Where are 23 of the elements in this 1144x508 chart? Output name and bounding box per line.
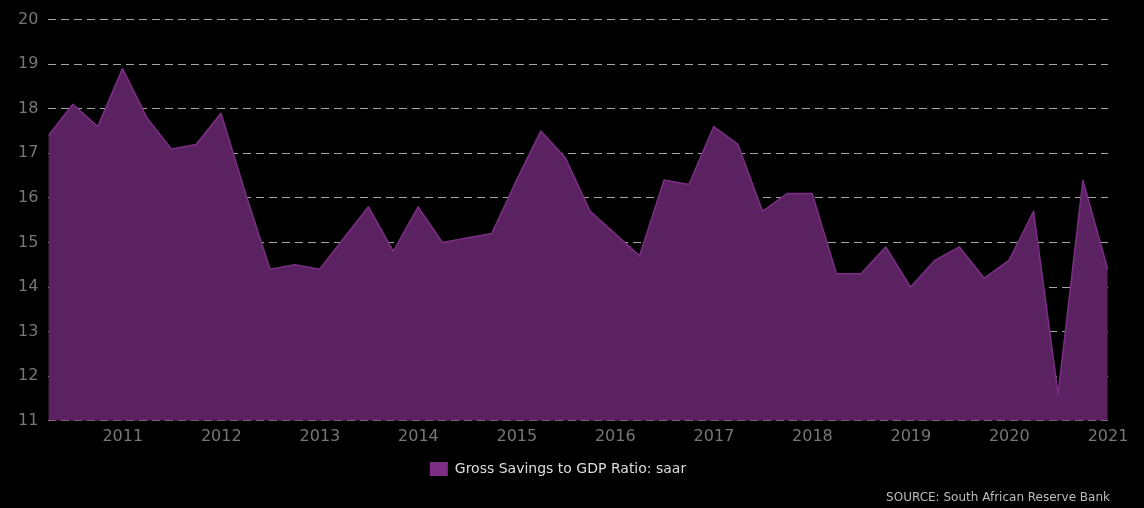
- x-tick-label: 2016: [594, 425, 636, 445]
- x-tick-label: 2020: [988, 425, 1030, 445]
- y-tick-label: 12: [18, 365, 39, 385]
- x-tick-label: 2021: [1087, 425, 1129, 445]
- y-tick-label: 17: [18, 142, 39, 162]
- source-note: SOURCE: South African Reserve Bank: [886, 490, 1110, 504]
- y-tick-label: 11: [18, 409, 39, 429]
- x-tick-label: 2013: [299, 425, 341, 445]
- x-tick-label: 2019: [890, 425, 932, 445]
- y-tick-label: 18: [18, 97, 39, 117]
- x-tick-label: 2014: [398, 425, 439, 445]
- x-tick-label: 2012: [200, 425, 242, 445]
- y-tick-label: 20: [18, 8, 39, 28]
- y-tick-label: 15: [18, 231, 39, 251]
- y-tick-label: 14: [18, 276, 39, 296]
- x-tick-label: 2015: [496, 425, 538, 445]
- y-tick-label: 13: [18, 320, 39, 340]
- x-tick-label: 2018: [792, 425, 833, 445]
- y-tick-label: 19: [18, 53, 39, 73]
- y-tick-label: 16: [18, 187, 39, 207]
- legend-label: Gross Savings to GDP Ratio: saar: [454, 459, 687, 476]
- x-tick-label: 2017: [693, 425, 735, 445]
- x-tick-label: 2011: [102, 425, 144, 445]
